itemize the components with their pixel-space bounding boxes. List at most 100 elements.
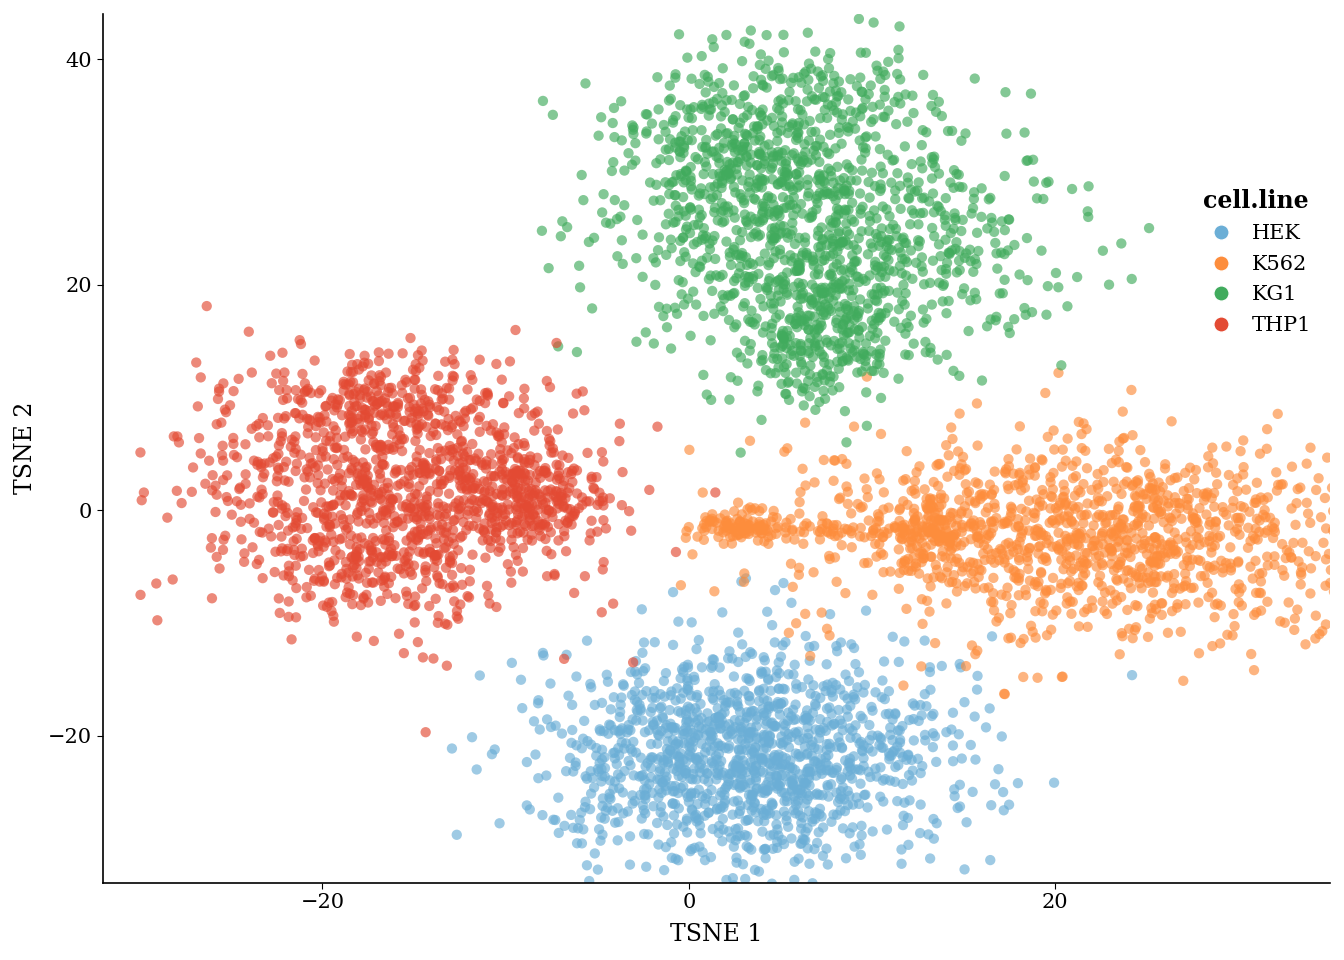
Point bbox=[738, 724, 759, 739]
Point bbox=[358, 595, 379, 611]
Point bbox=[519, 455, 540, 470]
Point bbox=[969, 488, 991, 503]
Point bbox=[1093, 508, 1114, 523]
Point bbox=[746, 780, 767, 796]
Point bbox=[922, 220, 943, 235]
Point bbox=[786, 167, 808, 182]
Point bbox=[853, 787, 875, 803]
Point bbox=[929, 456, 950, 471]
Point bbox=[823, 369, 844, 384]
Point bbox=[724, 719, 746, 734]
Point bbox=[949, 406, 970, 421]
Point bbox=[1083, 542, 1105, 558]
Point bbox=[413, 650, 434, 665]
Point bbox=[648, 243, 669, 258]
Point bbox=[266, 449, 288, 465]
Point bbox=[782, 215, 804, 230]
Point bbox=[918, 524, 939, 540]
Point bbox=[738, 269, 759, 284]
Point bbox=[1128, 501, 1149, 516]
Point bbox=[847, 79, 868, 94]
Point bbox=[1005, 519, 1027, 535]
Point bbox=[181, 484, 203, 499]
Point bbox=[765, 275, 786, 290]
Point bbox=[1257, 441, 1278, 456]
Point bbox=[399, 544, 421, 560]
Point bbox=[995, 464, 1016, 479]
Point bbox=[820, 369, 841, 384]
Point bbox=[903, 711, 925, 727]
Point bbox=[1121, 667, 1142, 683]
Point bbox=[331, 569, 352, 585]
Point bbox=[933, 278, 954, 294]
Point bbox=[375, 508, 396, 523]
Point bbox=[855, 92, 876, 108]
Point bbox=[661, 684, 683, 699]
Point bbox=[982, 586, 1004, 601]
Point bbox=[685, 807, 707, 823]
Point bbox=[775, 365, 797, 380]
Point bbox=[539, 433, 560, 448]
Point bbox=[681, 110, 703, 126]
Point bbox=[839, 186, 860, 202]
Point bbox=[888, 541, 910, 557]
Point bbox=[812, 367, 833, 382]
Point bbox=[340, 550, 362, 565]
Point bbox=[887, 42, 909, 58]
Point bbox=[634, 805, 656, 821]
Point bbox=[859, 208, 880, 224]
Point bbox=[732, 856, 754, 872]
Point bbox=[821, 684, 843, 700]
Point bbox=[804, 638, 825, 654]
Point bbox=[734, 565, 755, 581]
Point bbox=[914, 728, 935, 743]
Point bbox=[1040, 474, 1062, 490]
Point bbox=[731, 725, 753, 740]
Point bbox=[839, 768, 860, 783]
Point bbox=[603, 130, 625, 145]
Point bbox=[771, 71, 793, 86]
Point bbox=[808, 267, 829, 282]
Point bbox=[814, 248, 836, 263]
Point bbox=[900, 483, 922, 498]
Point bbox=[767, 203, 789, 218]
Point bbox=[675, 754, 696, 769]
Point bbox=[833, 791, 855, 806]
Point bbox=[703, 144, 724, 159]
Point bbox=[277, 523, 298, 539]
Point bbox=[1196, 559, 1218, 574]
Point bbox=[649, 781, 671, 797]
Point bbox=[462, 547, 484, 563]
Point bbox=[1035, 528, 1056, 543]
Point bbox=[765, 310, 786, 325]
Point bbox=[274, 500, 296, 516]
Point bbox=[488, 428, 509, 444]
Point bbox=[352, 359, 374, 374]
Point bbox=[386, 464, 407, 479]
Point bbox=[960, 516, 981, 532]
Point bbox=[597, 800, 618, 815]
Point bbox=[309, 410, 331, 425]
Point bbox=[797, 188, 818, 204]
Point bbox=[1215, 507, 1236, 522]
Point bbox=[449, 597, 470, 612]
Point bbox=[794, 824, 816, 839]
Point bbox=[481, 522, 503, 538]
Point bbox=[750, 47, 771, 62]
Point bbox=[448, 501, 469, 516]
Point bbox=[708, 523, 730, 539]
Point bbox=[746, 781, 767, 797]
Point bbox=[335, 497, 356, 513]
Point bbox=[466, 762, 488, 778]
Point bbox=[954, 251, 976, 266]
Point bbox=[821, 169, 843, 184]
Point bbox=[558, 688, 579, 704]
Point bbox=[358, 356, 379, 372]
Point bbox=[809, 711, 831, 727]
Point bbox=[1150, 608, 1172, 623]
Point bbox=[761, 735, 782, 751]
Point bbox=[694, 523, 715, 539]
Point bbox=[388, 626, 410, 641]
Point bbox=[1062, 470, 1083, 486]
Point bbox=[280, 439, 301, 454]
